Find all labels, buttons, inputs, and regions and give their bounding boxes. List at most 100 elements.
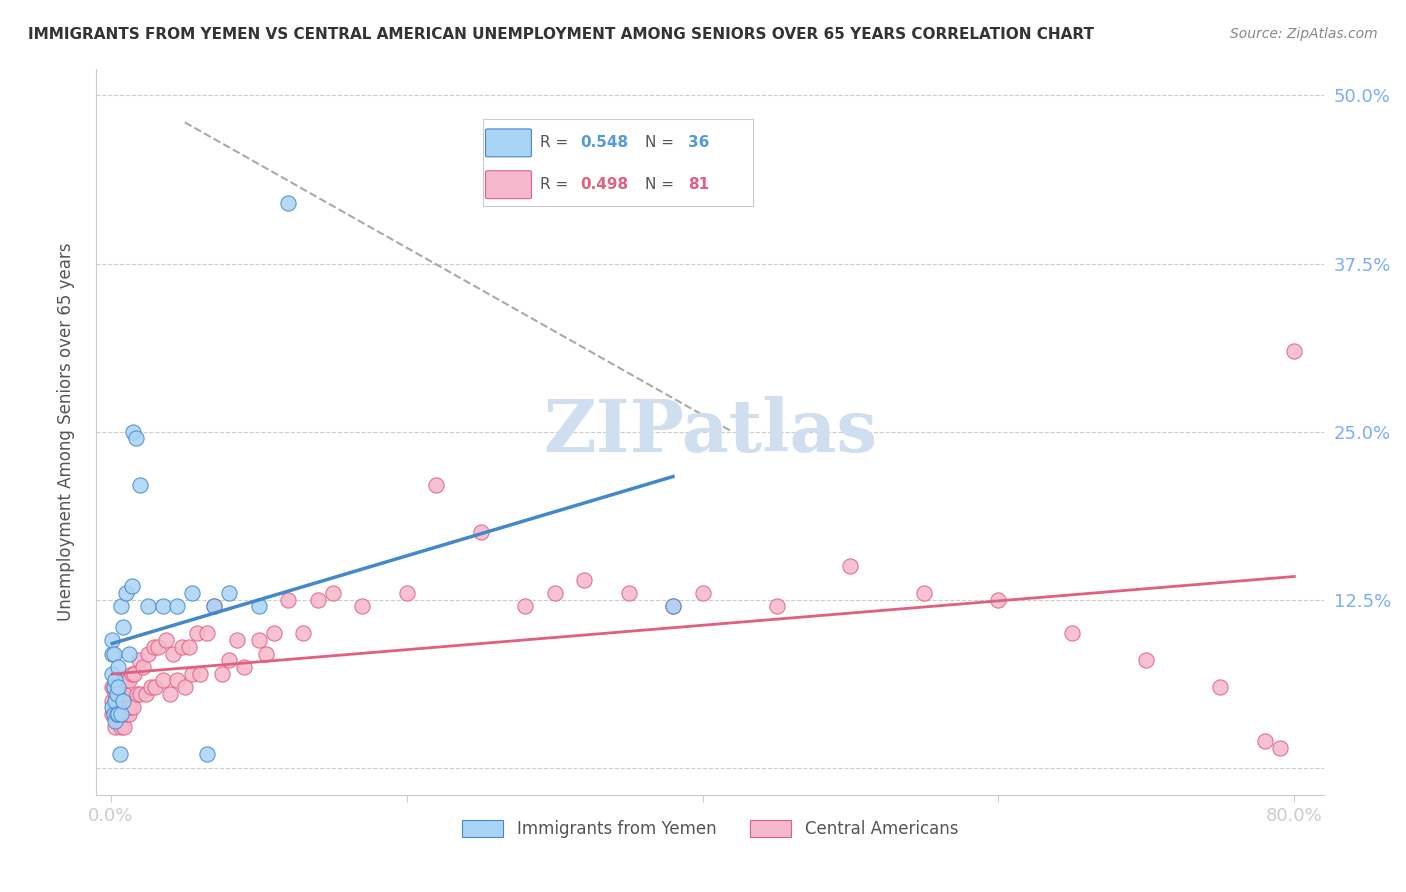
- Point: [662, 599, 685, 614]
- Point: [225, 633, 247, 648]
- Point: [152, 673, 174, 688]
- Point: [617, 586, 640, 600]
- Y-axis label: Unemployment Among Seniors over 65 years: Unemployment Among Seniors over 65 years: [58, 243, 75, 621]
- Point: [129, 478, 152, 492]
- Point: [125, 431, 148, 445]
- Point: [692, 586, 714, 600]
- Point: [170, 640, 193, 654]
- Point: [103, 647, 125, 661]
- Point: [124, 666, 146, 681]
- Point: [574, 573, 596, 587]
- Point: [513, 599, 536, 614]
- Point: [181, 586, 204, 600]
- Point: [104, 721, 127, 735]
- Point: [277, 196, 299, 211]
- Point: [108, 747, 131, 762]
- Point: [543, 586, 565, 600]
- Point: [195, 626, 218, 640]
- Point: [159, 687, 181, 701]
- Point: [103, 680, 125, 694]
- Point: [470, 525, 492, 540]
- Point: [122, 425, 145, 439]
- Point: [104, 687, 127, 701]
- Point: [233, 660, 256, 674]
- Point: [181, 666, 204, 681]
- Point: [1209, 680, 1232, 694]
- Point: [132, 660, 155, 674]
- Point: [162, 647, 184, 661]
- Point: [114, 586, 136, 600]
- Point: [202, 599, 225, 614]
- Point: [987, 592, 1010, 607]
- Point: [142, 640, 165, 654]
- Point: [108, 680, 131, 694]
- Point: [128, 653, 150, 667]
- Point: [104, 693, 127, 707]
- Point: [105, 687, 128, 701]
- Point: [292, 626, 315, 640]
- Point: [103, 706, 125, 721]
- Text: IMMIGRANTS FROM YEMEN VS CENTRAL AMERICAN UNEMPLOYMENT AMONG SENIORS OVER 65 YEA: IMMIGRANTS FROM YEMEN VS CENTRAL AMERICA…: [28, 27, 1094, 42]
- Point: [914, 586, 936, 600]
- Point: [322, 586, 344, 600]
- Point: [186, 626, 208, 640]
- Point: [103, 706, 125, 721]
- Point: [129, 687, 152, 701]
- Point: [111, 706, 134, 721]
- Point: [107, 706, 129, 721]
- Point: [101, 666, 124, 681]
- Point: [765, 599, 787, 614]
- Point: [111, 619, 134, 633]
- Point: [139, 680, 162, 694]
- Point: [1062, 626, 1084, 640]
- Text: Source: ZipAtlas.com: Source: ZipAtlas.com: [1230, 27, 1378, 41]
- Point: [173, 680, 195, 694]
- Point: [202, 599, 225, 614]
- Text: ZIPatlas: ZIPatlas: [543, 396, 877, 467]
- Point: [425, 478, 447, 492]
- Point: [263, 626, 285, 640]
- Point: [105, 673, 128, 688]
- Point: [110, 706, 132, 721]
- Point: [110, 599, 132, 614]
- Point: [112, 721, 135, 735]
- Point: [1284, 343, 1306, 358]
- Point: [277, 592, 299, 607]
- Point: [166, 673, 188, 688]
- Point: [127, 687, 149, 701]
- Point: [211, 666, 233, 681]
- Point: [662, 599, 685, 614]
- Point: [179, 640, 201, 654]
- Point: [136, 647, 159, 661]
- Point: [121, 666, 143, 681]
- Point: [1268, 740, 1291, 755]
- Point: [254, 647, 277, 661]
- Point: [112, 687, 135, 701]
- Point: [121, 579, 143, 593]
- Point: [104, 714, 127, 728]
- Point: [104, 673, 127, 688]
- Point: [152, 599, 174, 614]
- Legend: Immigrants from Yemen, Central Americans: Immigrants from Yemen, Central Americans: [456, 813, 965, 845]
- Point: [107, 687, 129, 701]
- Point: [352, 599, 374, 614]
- Point: [195, 747, 218, 762]
- Point: [110, 721, 132, 735]
- Point: [166, 599, 188, 614]
- Point: [118, 700, 141, 714]
- Point: [1135, 653, 1157, 667]
- Point: [1254, 734, 1277, 748]
- Point: [101, 706, 124, 721]
- Point: [307, 592, 329, 607]
- Point: [122, 700, 145, 714]
- Point: [117, 673, 139, 688]
- Point: [110, 687, 132, 701]
- Point: [105, 706, 128, 721]
- Point: [111, 673, 134, 688]
- Point: [107, 714, 129, 728]
- Point: [101, 693, 124, 707]
- Point: [107, 660, 129, 674]
- Point: [101, 647, 124, 661]
- Point: [395, 586, 418, 600]
- Point: [247, 599, 270, 614]
